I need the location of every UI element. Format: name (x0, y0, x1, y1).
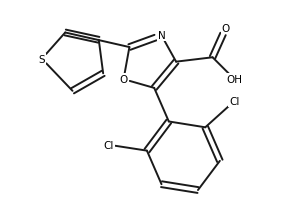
Text: OH: OH (226, 75, 242, 85)
Text: S: S (39, 54, 45, 64)
Text: Cl: Cl (229, 97, 240, 107)
Text: O: O (120, 75, 128, 85)
Text: N: N (158, 31, 165, 41)
Text: Cl: Cl (104, 140, 114, 150)
Text: O: O (221, 24, 230, 34)
